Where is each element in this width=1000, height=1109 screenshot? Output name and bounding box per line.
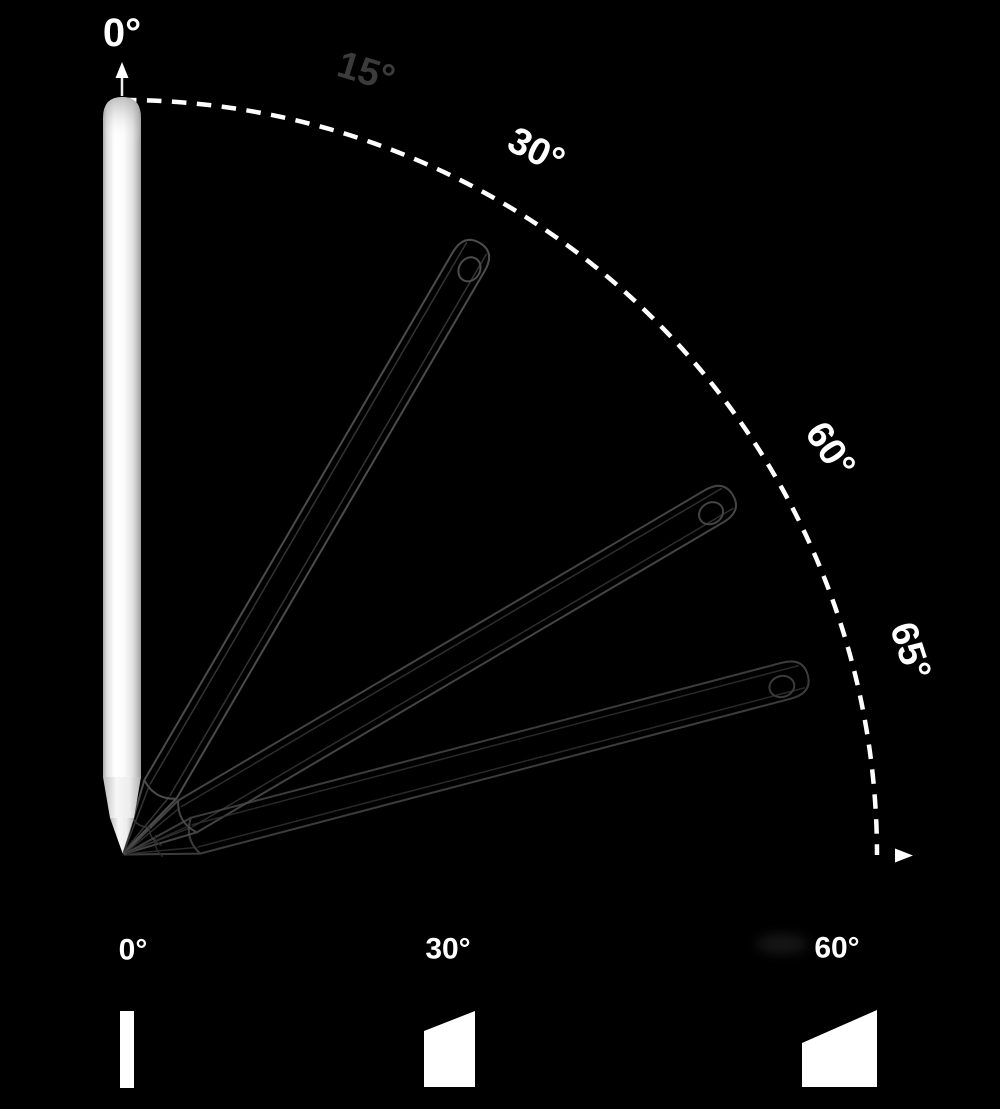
scale-label-60: 60° [814,932,859,965]
bottom-scale: 0° 30° 60° [119,932,877,1088]
faint-smudge [756,934,808,954]
tip-mark-0 [120,1011,134,1088]
angle-arc [121,97,880,856]
stylus-pen [103,97,141,853]
right-arrow-icon [895,848,913,863]
scale-label-30: 30° [425,933,470,966]
up-arrow-icon [115,62,129,78]
scale-label-0: 0° [119,934,148,967]
tip-mark-60 [802,1010,877,1087]
tip-mark-30 [424,1011,475,1087]
arc-label-0: 0° [103,11,141,55]
